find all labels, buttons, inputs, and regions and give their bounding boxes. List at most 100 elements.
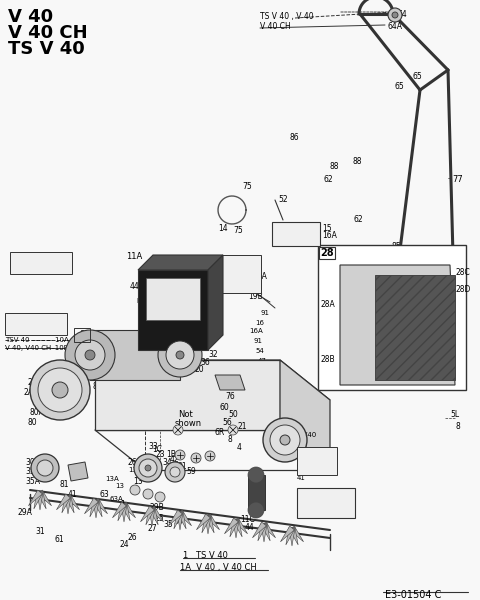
Text: 10D: 10D <box>216 272 231 278</box>
Polygon shape <box>37 490 51 506</box>
Text: 13A: 13A <box>128 467 142 473</box>
Text: 61: 61 <box>55 535 64 544</box>
Text: 21: 21 <box>238 422 247 431</box>
Text: L1: L1 <box>136 298 144 304</box>
Text: 1: 1 <box>120 500 124 509</box>
Text: 81: 81 <box>271 432 281 441</box>
Text: 16A: 16A <box>321 231 336 240</box>
Text: 1C: 1C <box>152 445 162 454</box>
Text: 65: 65 <box>412 72 422 81</box>
Polygon shape <box>149 507 158 525</box>
Text: 24: 24 <box>120 540 129 549</box>
Polygon shape <box>93 499 102 517</box>
Circle shape <box>134 454 162 482</box>
Text: 75: 75 <box>241 182 251 191</box>
Polygon shape <box>204 516 211 534</box>
Polygon shape <box>288 527 298 545</box>
Polygon shape <box>279 360 329 470</box>
Circle shape <box>31 454 59 482</box>
Circle shape <box>248 502 264 518</box>
Polygon shape <box>248 475 264 510</box>
Polygon shape <box>173 511 182 529</box>
Circle shape <box>130 485 140 495</box>
Polygon shape <box>196 514 210 530</box>
Text: 29B: 29B <box>150 503 165 512</box>
Text: 14: 14 <box>217 224 227 233</box>
Text: 13: 13 <box>296 440 306 449</box>
Polygon shape <box>37 491 46 509</box>
Text: 35: 35 <box>25 467 35 476</box>
Bar <box>5 313 67 335</box>
Circle shape <box>85 350 95 360</box>
Text: 31: 31 <box>35 527 45 536</box>
Circle shape <box>52 382 68 398</box>
Text: 30: 30 <box>25 458 35 467</box>
Circle shape <box>165 462 185 482</box>
Polygon shape <box>233 518 247 534</box>
Circle shape <box>263 418 306 462</box>
Polygon shape <box>90 499 98 517</box>
Text: 29A: 29A <box>18 508 33 517</box>
Text: 4: 4 <box>237 443 241 452</box>
Text: 44: 44 <box>36 373 46 382</box>
Text: 20: 20 <box>194 365 204 374</box>
Text: 85: 85 <box>391 242 401 251</box>
Text: 47: 47 <box>257 358 266 364</box>
Text: 80: 80 <box>28 418 37 427</box>
Text: 64: 64 <box>397 10 407 19</box>
Text: 62: 62 <box>353 215 363 224</box>
Polygon shape <box>138 255 223 270</box>
Text: 85: 85 <box>355 250 365 259</box>
Text: 11C: 11C <box>240 515 254 524</box>
Text: V 40, V40 CH–10B: V 40, V40 CH–10B <box>5 345 68 351</box>
Text: 88: 88 <box>352 157 362 166</box>
Text: 11B: 11B <box>13 255 29 264</box>
Circle shape <box>228 425 238 435</box>
Polygon shape <box>140 506 154 522</box>
Polygon shape <box>229 519 239 537</box>
Polygon shape <box>95 360 329 400</box>
Polygon shape <box>62 495 71 513</box>
Text: 91: 91 <box>185 360 194 369</box>
Text: not shown: not shown <box>13 263 52 272</box>
Circle shape <box>30 360 90 420</box>
Polygon shape <box>149 506 163 522</box>
Polygon shape <box>95 360 279 430</box>
Text: V40,V40CH: V40,V40CH <box>274 231 313 237</box>
Text: 52: 52 <box>277 195 287 204</box>
Circle shape <box>204 451 215 461</box>
Text: 27: 27 <box>148 524 157 533</box>
Text: 1   TS V 40: 1 TS V 40 <box>182 551 228 560</box>
Polygon shape <box>149 508 155 526</box>
Text: 64A: 64A <box>387 22 402 31</box>
Text: V 40 CH: V 40 CH <box>260 22 290 31</box>
Text: 87: 87 <box>237 282 246 291</box>
Circle shape <box>75 340 105 370</box>
Text: V40CH: V40CH <box>296 465 320 471</box>
Text: 60: 60 <box>219 403 229 412</box>
Text: 76: 76 <box>225 392 234 401</box>
Bar <box>215 255 261 293</box>
Polygon shape <box>121 504 127 522</box>
Text: 13A: 13A <box>299 449 312 455</box>
Text: 63: 63 <box>100 490 109 499</box>
Polygon shape <box>112 502 126 518</box>
Circle shape <box>38 368 82 412</box>
Polygon shape <box>56 494 70 510</box>
Circle shape <box>391 12 397 18</box>
Bar <box>296 488 354 518</box>
Polygon shape <box>37 492 43 510</box>
Polygon shape <box>261 524 266 542</box>
Text: 9: 9 <box>185 335 190 344</box>
Text: 63A  V40: 63A V40 <box>299 498 330 504</box>
Circle shape <box>169 467 180 477</box>
Text: 65: 65 <box>394 82 404 91</box>
Text: 19B: 19B <box>248 292 262 301</box>
Bar <box>296 447 336 475</box>
Text: 26: 26 <box>128 533 137 542</box>
Polygon shape <box>374 275 454 380</box>
Polygon shape <box>339 265 454 385</box>
Text: 82: 82 <box>79 330 89 339</box>
Text: 23: 23 <box>156 450 165 459</box>
Text: 81: 81 <box>60 480 69 489</box>
